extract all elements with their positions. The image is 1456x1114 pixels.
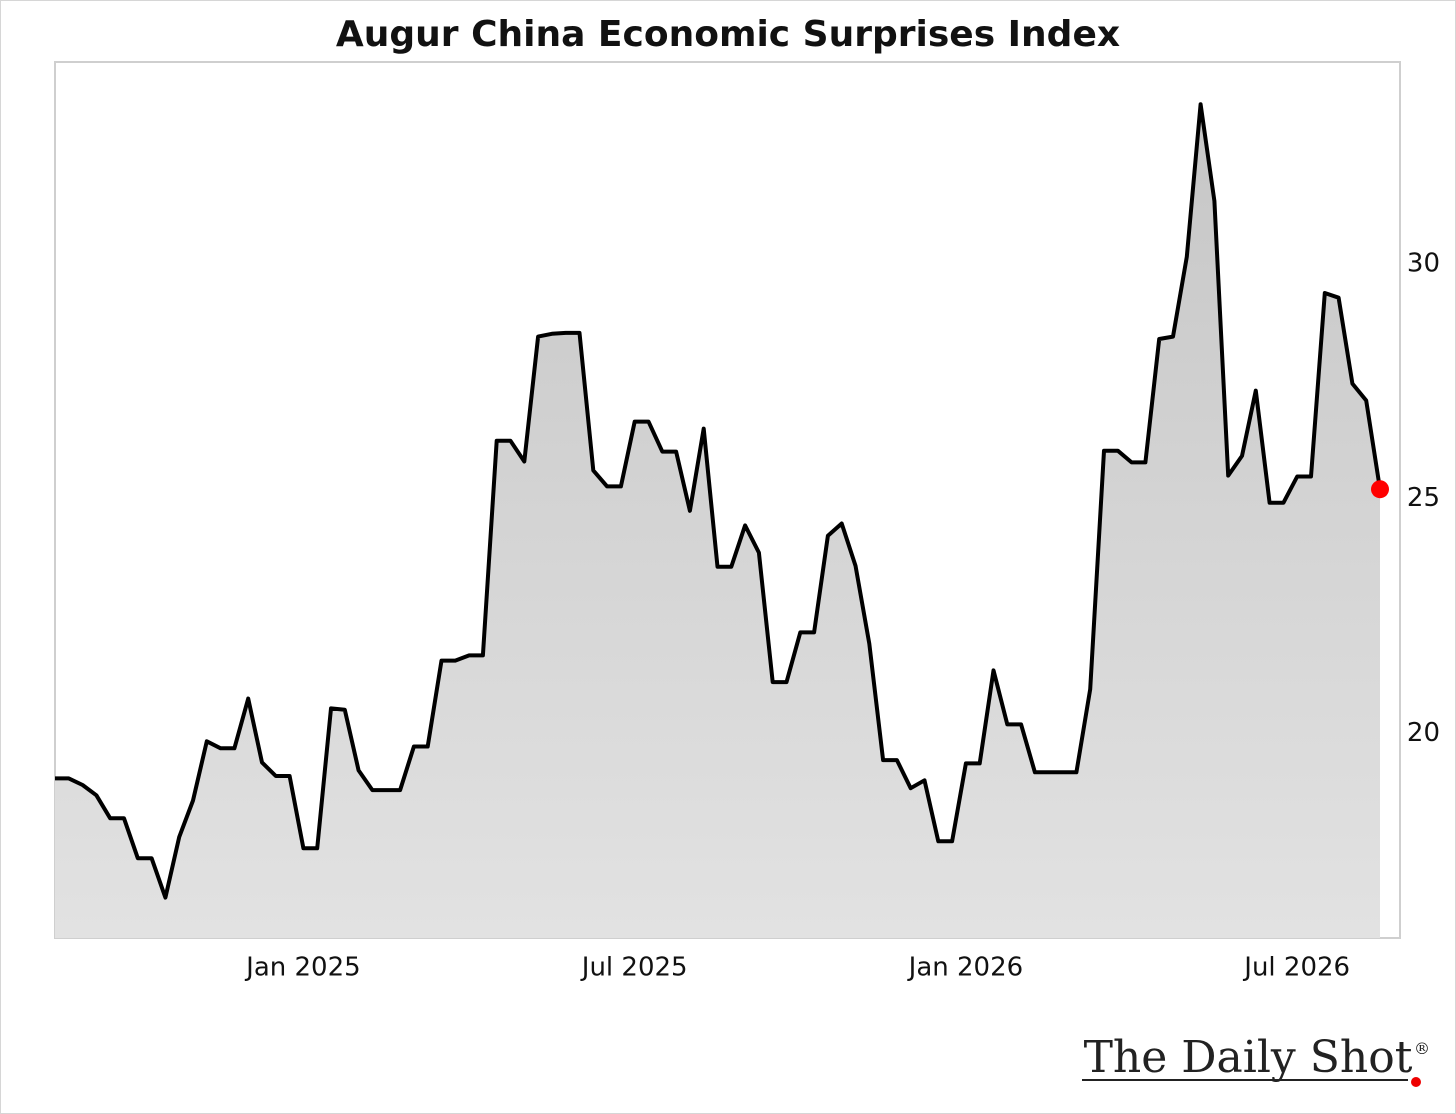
brand-dot [1411, 1077, 1421, 1087]
line [55, 102, 1382, 900]
x-tick-label: Jan 2026 [907, 953, 1024, 983]
last-point [1371, 480, 1389, 499]
x-tick-label: Jan 2025 [244, 953, 361, 983]
x-tick-label: Jul 2025 [580, 953, 688, 983]
y-tick-label: 20 [1407, 718, 1440, 748]
y-tick-label: 25 [1407, 483, 1440, 513]
brand-mark: ® [1414, 1039, 1430, 1058]
area [55, 104, 1380, 939]
y-tick-label: 30 [1407, 248, 1440, 278]
brand-name: The Daily Shot [1084, 1032, 1413, 1083]
chart-title: Augur China Economic Surprises Index [336, 14, 1120, 55]
x-tick-label: Jul 2026 [1242, 953, 1350, 983]
